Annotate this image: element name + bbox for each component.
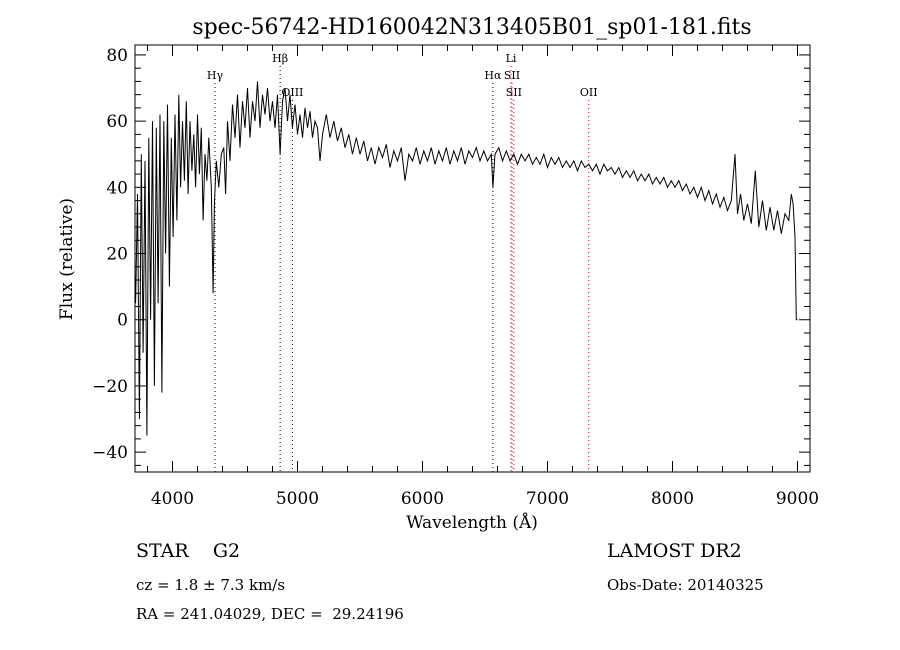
y-axis-label: Flux (relative) (57, 198, 77, 320)
spectral-line-label: Li (506, 52, 517, 65)
x-tick-label: 8000 (651, 489, 694, 509)
x-axis: 4000 5000 6000 7000 8000 9000 (147, 45, 819, 509)
y-tick-label: 0 (117, 311, 128, 331)
spectral-line-label: Hγ (207, 69, 224, 82)
spectral-line-label: OIII (281, 86, 303, 99)
y-tick-label: 20 (106, 245, 128, 265)
spectral-line-label: Hα (484, 69, 502, 82)
object-class: STAR G2 (136, 540, 241, 562)
spectral-line-label: Hβ (272, 52, 288, 65)
x-tick-label: 4000 (151, 489, 194, 509)
survey-name: LAMOST DR2 (607, 540, 742, 562)
line-markers: Hγ Hβ OIII Hα Li SII SII OII (207, 52, 598, 472)
x-tick-label: 7000 (526, 489, 569, 509)
y-axis: −40 −20 0 20 40 60 80 (92, 46, 810, 466)
y-tick-label: −40 (92, 443, 128, 463)
y-tick-label: 80 (106, 46, 128, 66)
chart-title: spec-56742-HD160042N313405B01_sp01-181.f… (192, 15, 751, 40)
y-tick-label: 40 (106, 178, 128, 198)
redshift-velocity: cz = 1.8 ± 7.3 km/s (136, 576, 286, 594)
coordinates: RA = 241.04029, DEC = 29.24196 (136, 605, 404, 623)
spectral-line-label: OII (580, 86, 598, 99)
spectral-line-label: SII (504, 69, 520, 82)
spectrum-line (135, 81, 798, 436)
y-tick-label: 60 (106, 112, 128, 132)
x-tick-label: 5000 (276, 489, 319, 509)
spectral-line-label: SII (506, 86, 522, 99)
y-tick-label: −20 (92, 377, 128, 397)
x-axis-label: Wavelength (Å) (406, 512, 538, 533)
series-layer (135, 81, 798, 436)
observation-date: Obs-Date: 20140325 (607, 576, 764, 594)
x-tick-label: 9000 (776, 489, 819, 509)
x-tick-label: 6000 (401, 489, 444, 509)
